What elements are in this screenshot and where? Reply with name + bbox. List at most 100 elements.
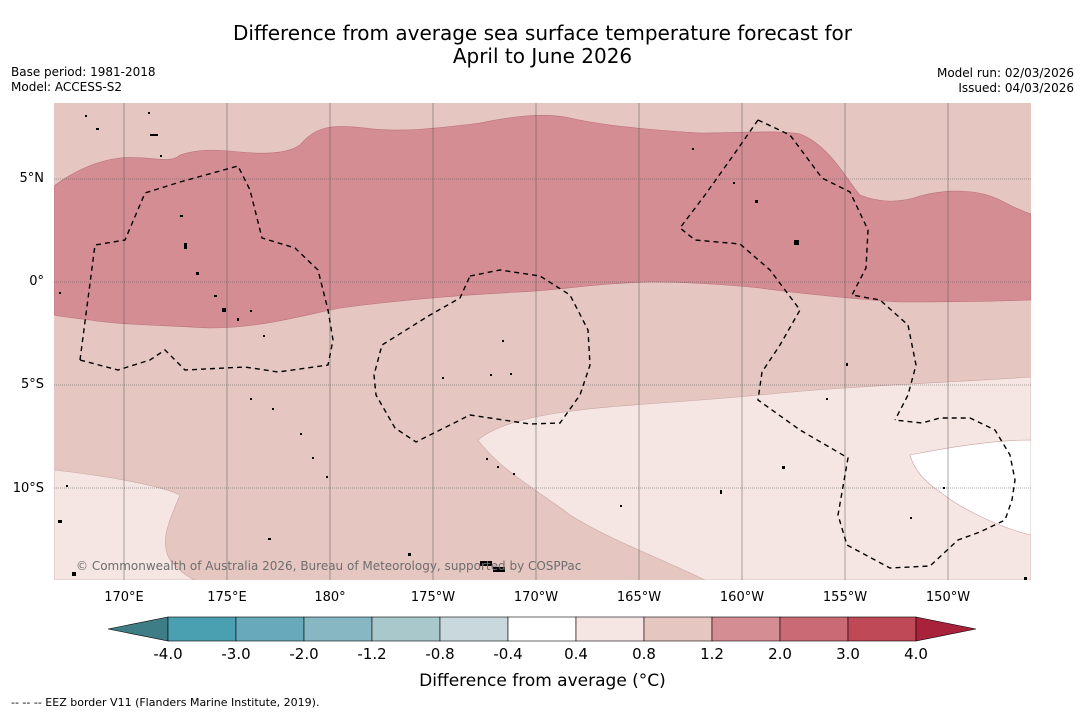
island	[490, 374, 492, 376]
island	[493, 567, 505, 572]
colorbar-segment	[575, 616, 645, 642]
island	[755, 200, 758, 203]
eez-border-tokelau	[373, 269, 591, 443]
island	[196, 272, 199, 275]
copyright-credit: © Commonwealth of Australia 2026, Bureau…	[76, 559, 582, 573]
colorbar-tick: -0.4	[493, 645, 523, 663]
colorbar-tick: -1.2	[357, 645, 387, 663]
island	[510, 373, 512, 375]
island	[272, 408, 274, 410]
title-line-2: April to June 2026	[452, 44, 633, 68]
colorbar-tick: 4.0	[904, 645, 928, 663]
island	[502, 340, 504, 342]
island	[312, 457, 314, 459]
island	[268, 538, 271, 540]
anomaly-band-1.2-2.0	[54, 114, 1031, 329]
island	[910, 517, 912, 519]
model-run: Model run: 02/03/2026	[936, 66, 1074, 80]
island	[222, 308, 226, 312]
island	[692, 148, 694, 150]
lat-label-5s: 5°S	[20, 377, 44, 392]
island	[59, 292, 61, 294]
island	[794, 240, 799, 245]
island	[480, 561, 492, 566]
eez-footnote: -- -- -- EEZ border V11 (Flanders Marine…	[11, 696, 320, 709]
island	[160, 155, 162, 157]
colorbar-segment	[439, 616, 509, 642]
colorbar-segment	[643, 616, 713, 642]
base-period: Base period: 1981-2018	[11, 65, 156, 79]
colorbar-segment	[303, 616, 373, 642]
colorbar-segment	[507, 616, 577, 642]
island	[497, 466, 499, 468]
model-name: Model: ACCESS-S2	[11, 80, 123, 94]
island	[58, 520, 62, 523]
eez-borders	[79, 119, 1016, 569]
eez-border-kiribati-line-east	[757, 119, 917, 421]
anomaly-band-neutral	[909, 439, 1031, 536]
island	[408, 553, 411, 556]
island	[486, 458, 488, 460]
island	[720, 490, 722, 494]
lon-label-160w: 160°W	[719, 590, 765, 605]
colorbar-tick: 3.0	[836, 645, 860, 663]
island	[442, 377, 444, 379]
anomaly-band-0.4-0.8-east	[477, 376, 1031, 580]
colorbar-segment	[711, 616, 781, 642]
colorbar-tick: -3.0	[221, 645, 251, 663]
eez-border-kiribati-line-south	[679, 119, 1016, 569]
colorbar-tick: -0.8	[425, 645, 455, 663]
lon-label-170e: 170°E	[104, 590, 144, 605]
lat-label-0: 0°	[29, 274, 44, 289]
lon-label-175w: 175°W	[410, 590, 456, 605]
colorbar-segment	[167, 616, 237, 642]
island	[782, 466, 785, 469]
island	[72, 572, 76, 576]
island	[96, 128, 99, 130]
lon-label-170w: 170°W	[513, 590, 559, 605]
island	[300, 433, 302, 435]
island	[846, 363, 848, 366]
island	[66, 485, 68, 487]
issued-date: Issued: 04/03/2026	[958, 81, 1074, 95]
colorbar-tick: -2.0	[289, 645, 319, 663]
title-line-1: Difference from average sea surface temp…	[232, 21, 852, 45]
island	[85, 115, 87, 117]
island	[263, 335, 265, 337]
colorbar-tick: 1.2	[700, 645, 724, 663]
island	[326, 476, 328, 478]
island	[513, 473, 515, 475]
island	[620, 505, 622, 507]
island	[250, 398, 252, 400]
colorbar-tick: -4.0	[153, 645, 183, 663]
anomaly-band-0.4-0.8-west	[54, 469, 196, 580]
island	[237, 318, 239, 321]
colorbar-segment	[371, 616, 441, 642]
lon-label-155w: 155°W	[822, 590, 868, 605]
colorbar-tick: 2.0	[768, 645, 792, 663]
colorbar-tick: 0.4	[564, 645, 588, 663]
island	[148, 112, 150, 114]
island	[826, 398, 828, 400]
island	[184, 243, 187, 249]
island	[214, 295, 217, 297]
island	[150, 134, 158, 136]
lon-label-180: 180°	[314, 590, 346, 605]
island	[1024, 577, 1027, 580]
lat-label-10s: 10°S	[12, 481, 44, 496]
colorbar-segment	[847, 616, 917, 642]
colorbar-label: Difference from average (°C)	[419, 671, 666, 691]
island	[250, 310, 252, 312]
colorbar-segment	[235, 616, 305, 642]
colorbar-extend-low	[107, 616, 169, 642]
lon-label-175e: 175°E	[207, 590, 247, 605]
colorbar-segment	[779, 616, 849, 642]
lat-label-5n: 5°N	[19, 171, 45, 186]
colorbar-tick: 0.8	[632, 645, 656, 663]
island	[733, 182, 735, 184]
island	[180, 215, 183, 217]
meta-right: Model run: 02/03/2026 Issued: 04/03/2026	[937, 66, 1074, 96]
graticule	[54, 103, 1031, 580]
